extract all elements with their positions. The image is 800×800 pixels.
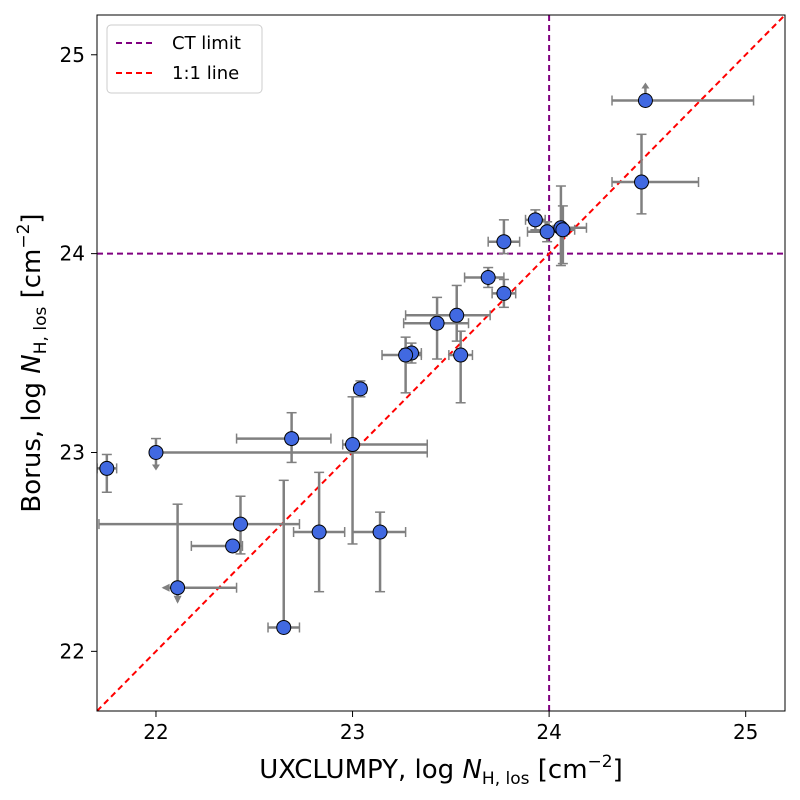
data-point: [398, 347, 414, 363]
x-tick-label: 25: [733, 720, 758, 744]
data-point: [449, 307, 465, 323]
x-tick-label: 22: [143, 720, 168, 744]
legend: CT limit 1:1 line: [106, 24, 263, 94]
data-point: [225, 538, 241, 554]
data-point: [527, 212, 543, 228]
y-tick-label: 23: [60, 440, 85, 464]
data-point: [496, 234, 512, 250]
data-point: [311, 524, 327, 540]
data-point: [276, 619, 292, 635]
data-point: [539, 224, 555, 240]
axis-ticks: 22 23 24 25 22 23 24 25: [60, 43, 759, 744]
limit-arrow-head: [641, 82, 650, 89]
legend-oneone-label: 1:1 line: [172, 63, 239, 84]
data-point: [352, 381, 368, 397]
reference-lines: [97, 15, 785, 711]
y-tick-label: 25: [60, 43, 85, 67]
data-points: [99, 93, 653, 635]
data-point: [555, 222, 571, 238]
legend-ct-label: CT limit: [172, 33, 241, 54]
plot-frame: [96, 14, 786, 712]
limit-arrow-head: [173, 595, 182, 604]
data-point: [284, 431, 300, 447]
x-tick-label: 23: [340, 720, 365, 744]
x-tick-label: 24: [536, 720, 561, 744]
data-point: [372, 524, 388, 540]
data-point: [429, 315, 445, 331]
y-tick-label: 22: [60, 639, 85, 663]
y-axis-label: Borus, log NH, los [cm−2]: [14, 213, 51, 512]
data-point: [232, 516, 248, 532]
legend-box: [106, 24, 263, 94]
data-point: [634, 174, 650, 190]
one-to-one-line: [97, 15, 785, 711]
data-point: [148, 444, 164, 460]
limit-arrow-head: [161, 583, 170, 592]
data-point: [496, 285, 512, 301]
data-point: [345, 437, 361, 453]
error-bar-group: [98, 495, 301, 555]
data-point: [637, 93, 653, 109]
error-bar-group: [611, 133, 700, 215]
y-tick-label: 24: [60, 242, 85, 266]
data-point: [480, 269, 496, 285]
limit-arrow-head: [151, 464, 160, 471]
data-point: [99, 460, 115, 476]
x-axis-label: UXCLUMPY, log NH, los [cm−2]: [259, 752, 622, 789]
data-point: [170, 580, 186, 596]
data-point: [453, 347, 469, 363]
